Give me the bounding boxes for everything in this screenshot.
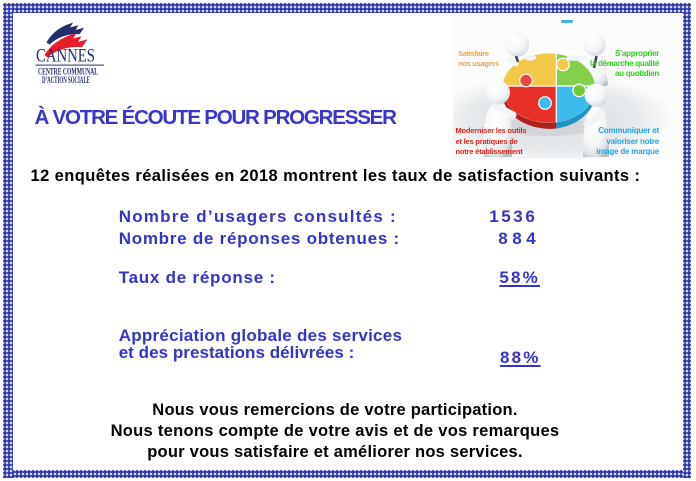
svg-text:D’ACTION SOCIALE: D’ACTION SOCIALE: [42, 75, 90, 85]
svg-text:CANNES: CANNES: [36, 46, 95, 67]
svg-text:CENTRE COMMUNAL: CENTRE COMMUNAL: [38, 66, 98, 76]
